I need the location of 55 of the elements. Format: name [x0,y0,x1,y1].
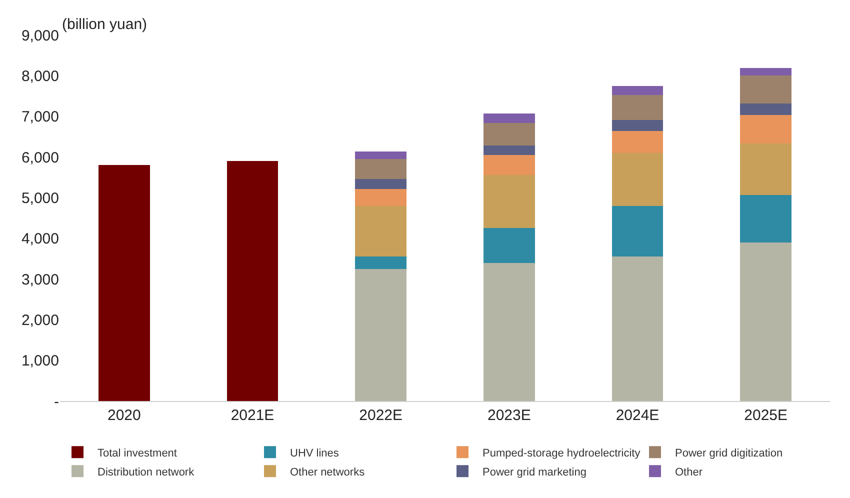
y-tick-label: 1,000 [21,352,59,370]
bar [612,130,664,153]
bar [612,206,664,257]
legend-label: Pumped-storage hydroelectricity [482,447,641,460]
bar [740,103,792,116]
bar [355,189,406,206]
bar [226,161,278,401]
legend-label: Distribution network [98,466,195,478]
y-tick-label: 2,000 [21,312,59,329]
bar [612,120,664,131]
bar [612,95,664,120]
x-tick-label: 2025E [744,407,788,424]
y-tick-label: 8,000 [21,68,59,85]
bar [484,228,535,264]
x-tick-label: 2021E [230,407,274,424]
x-tick-label: 2022E [359,407,403,424]
legend-label: Total investment [98,447,177,460]
bar [484,154,535,175]
bar [740,115,792,144]
bar [740,76,792,104]
x-tick-label: 2020 [107,407,141,424]
legend-label: Other [675,466,703,478]
y-tick-label: 4,000 [21,230,59,248]
bar [612,256,664,401]
bar [355,206,406,257]
bar [484,263,535,401]
legend-label: Other networks [290,466,366,478]
bar [740,194,792,242]
bar [355,256,406,270]
x-tick-label: 2024E [616,407,660,424]
legend-label: UHV lines [290,447,340,460]
bar [612,152,664,206]
bar [355,269,406,401]
bar [355,151,406,160]
y-tick-label: 5,000 [21,190,59,207]
y-axis-title: (billion yuan) [62,16,148,33]
bar [98,165,150,401]
bar [740,144,792,195]
y-tick-label: 7,000 [21,108,59,126]
bar [612,86,664,96]
bar [740,68,792,76]
bar [740,242,792,401]
y-tick-label: - [54,393,59,410]
legend-label: Power grid digitization [675,447,783,460]
legend-label: Power grid marketing [482,466,586,478]
bar [484,113,535,123]
y-tick-label: 6,000 [21,149,59,166]
bar [484,174,535,228]
bar [484,122,535,146]
bar [355,178,406,190]
x-tick-label: 2023E [487,407,531,424]
y-tick-label: 3,000 [21,271,59,288]
y-tick-label: 9,000 [21,27,59,44]
bar [355,159,406,179]
bar [484,146,535,155]
